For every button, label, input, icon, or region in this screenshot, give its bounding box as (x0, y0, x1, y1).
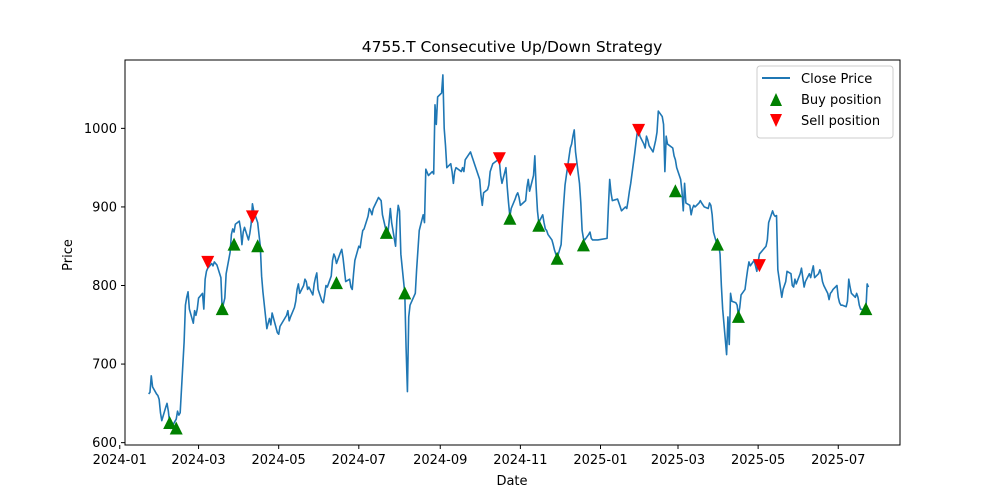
x-tick-label: 2024-01 (93, 453, 147, 468)
y-tick-label: 600 (92, 436, 117, 451)
buy-marker (169, 421, 183, 435)
y-tick-label: 900 (92, 200, 117, 215)
legend-sell-label: Sell position (801, 114, 880, 129)
legend-sell-swatch (770, 114, 782, 127)
buy-marker (503, 211, 517, 225)
buy-marker (215, 302, 229, 316)
buy-marker (710, 237, 724, 251)
legend: Close Price Buy position Sell position (756, 65, 894, 139)
x-tick-label: 2025-07 (811, 453, 865, 468)
x-tick-label: 2024-11 (493, 453, 547, 468)
legend-box (756, 65, 894, 139)
sell-markers (201, 123, 766, 273)
y-tick-label: 700 (92, 358, 117, 373)
y-axis-label: Price (61, 239, 76, 271)
sell-marker (245, 210, 259, 224)
buy-marker (731, 309, 745, 323)
sell-marker (563, 163, 577, 177)
buy-marker (329, 276, 343, 290)
y-tick-label: 800 (92, 279, 117, 294)
sell-marker (201, 255, 215, 269)
buy-marker (227, 237, 241, 251)
x-axis: 2024-01 2024-03 2024-05 2024-07 2024-09 2024-… (93, 445, 865, 468)
y-axis: 600 700 800 900 1000 (84, 122, 125, 451)
x-tick-label: 2025-05 (731, 453, 785, 468)
buy-markers (163, 184, 873, 435)
legend-buy-label: Buy position (801, 93, 881, 108)
x-tick-label: 2024-05 (252, 453, 306, 468)
buy-marker (163, 416, 177, 429)
buy-marker (398, 286, 412, 300)
x-tick-label: 2025-01 (573, 453, 627, 468)
x-tick-label: 2024-09 (413, 453, 467, 468)
close-price-series (148, 74, 870, 430)
chart-title: 4755.T Consecutive Up/Down Strategy (362, 38, 663, 56)
buy-marker (576, 238, 590, 252)
close-price-line (148, 74, 870, 430)
x-tick-label: 2025-03 (651, 453, 705, 468)
buy-marker (379, 225, 393, 239)
x-tick-label: 2024-07 (332, 453, 386, 468)
buy-marker (550, 251, 564, 265)
y-tick-label: 1000 (84, 122, 117, 137)
legend-close-label: Close Price (801, 72, 872, 87)
buy-marker (668, 184, 682, 198)
buy-marker (859, 302, 873, 316)
legend-buy-swatch (770, 93, 782, 106)
sell-marker (492, 152, 506, 166)
plot-frame (124, 59, 901, 446)
x-axis-label: Date (496, 474, 527, 489)
sell-marker (752, 259, 766, 273)
buy-marker (532, 218, 546, 232)
sell-marker (632, 123, 646, 137)
x-tick-label: 2024-03 (171, 453, 225, 468)
buy-marker (251, 239, 265, 253)
